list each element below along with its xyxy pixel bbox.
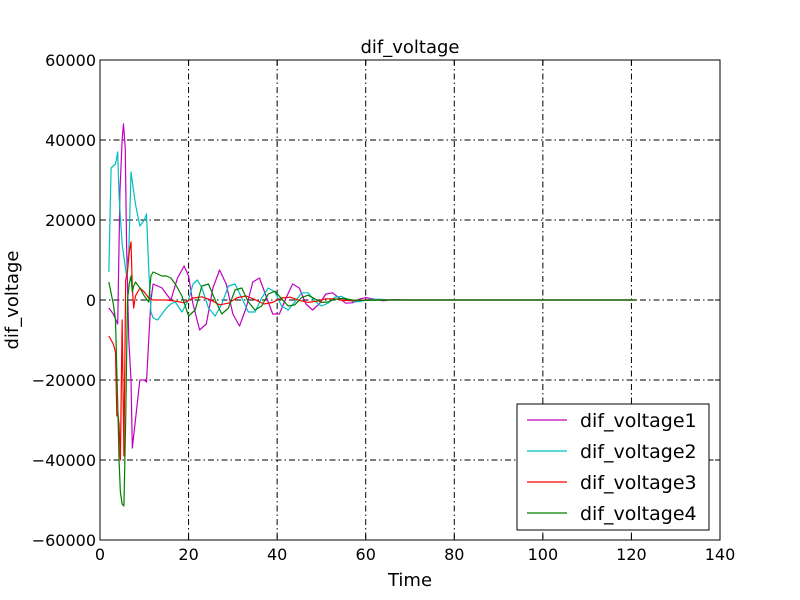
y-tick-label: 0 xyxy=(86,291,96,310)
x-tick-label: 60 xyxy=(356,545,376,564)
series-line-1 xyxy=(108,123,636,449)
y-tick-label: 20000 xyxy=(45,211,96,230)
y-tick-label: 60000 xyxy=(45,51,96,70)
y-tick-label: −60000 xyxy=(32,531,96,550)
x-tick-label: 0 xyxy=(95,545,105,564)
x-tick-label: 80 xyxy=(444,545,464,564)
y-tick-labels: −60000 −40000 −20000 0 20000 40000 60000 xyxy=(32,51,96,550)
x-tick-label: 140 xyxy=(705,545,736,564)
x-tick-label: 40 xyxy=(267,545,287,564)
x-tick-label: 100 xyxy=(528,545,559,564)
legend-label-4: dif_voltage4 xyxy=(580,503,697,525)
chart-title: dif_voltage xyxy=(360,37,459,58)
y-tick-label: −40000 xyxy=(32,451,96,470)
legend-box xyxy=(516,403,710,531)
y-tick-label: −20000 xyxy=(32,371,96,390)
legend-label-2: dif_voltage2 xyxy=(580,441,697,463)
x-tick-label: 20 xyxy=(178,545,198,564)
legend-label-1: dif_voltage1 xyxy=(580,410,697,432)
legend-label-3: dif_voltage3 xyxy=(580,472,697,494)
y-tick-label: 40000 xyxy=(45,131,96,150)
axis-ticks xyxy=(99,59,721,541)
x-tick-label: 120 xyxy=(616,545,647,564)
x-axis-label: Time xyxy=(387,570,432,591)
x-tick-labels: 0 20 40 60 80 100 120 140 xyxy=(95,545,735,564)
series-line-4 xyxy=(108,271,636,507)
y-axis-label: dif_voltage xyxy=(2,250,23,349)
series-lines xyxy=(108,123,636,507)
legend: dif_voltage1 dif_voltage2 dif_voltage3 dif_… xyxy=(516,403,710,531)
